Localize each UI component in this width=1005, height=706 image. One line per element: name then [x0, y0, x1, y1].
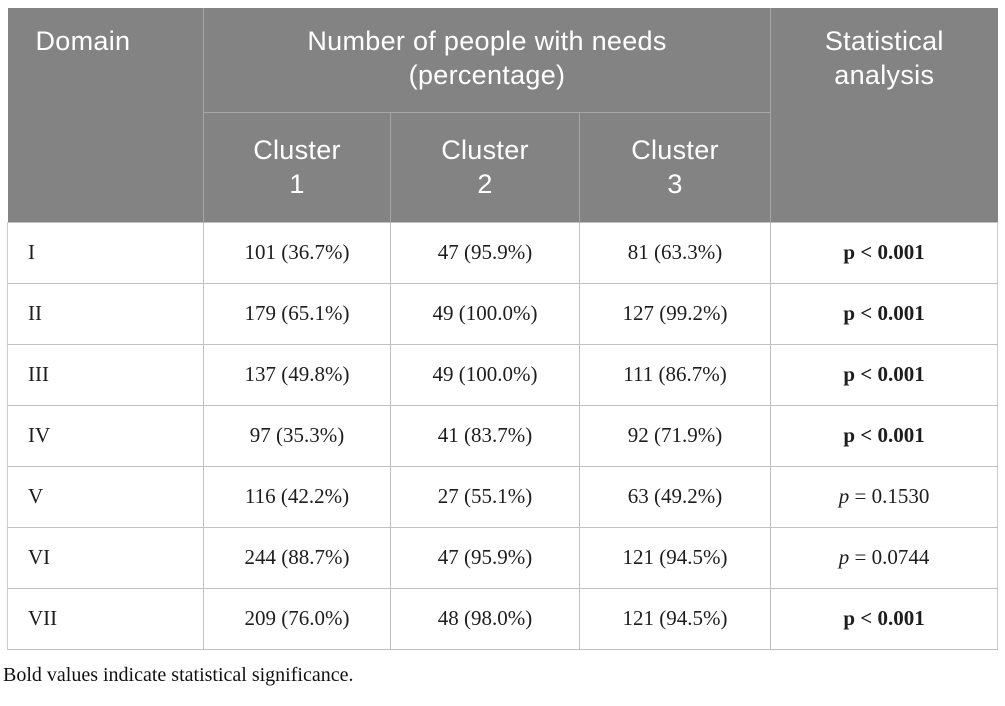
- header-group: Number of people with needs (percentage): [203, 8, 771, 113]
- header-row-top: Domain Number of people with needs (perc…: [7, 8, 998, 222]
- header-cluster-1: Cluster 1: [203, 112, 391, 222]
- header-cluster-3: Cluster 3: [579, 112, 771, 222]
- header-group-label: Number of people with needs (percentage): [307, 26, 667, 90]
- header-row-clusters: Cluster 1 Cluster 2 Cluster 3: [8, 112, 998, 222]
- cell-domain: V: [7, 465, 204, 528]
- cell-cluster3: 92 (71.9%): [578, 404, 772, 467]
- cell-statistical: p < 0.001: [770, 343, 999, 406]
- cell-cluster2: 49 (100.0%): [390, 282, 580, 345]
- cell-cluster3: 81 (63.3%): [578, 221, 772, 284]
- table-row: I 101 (36.7%) 47 (95.9%) 81 (63.3%) p < 0.00…: [7, 221, 999, 284]
- header-cluster-1-label: Cluster 1: [253, 135, 341, 199]
- cell-statistical: p < 0.001: [770, 404, 999, 467]
- cell-statistical: p < 0.001: [770, 282, 999, 345]
- cell-cluster2: 27 (55.1%): [390, 465, 580, 528]
- table-header: Domain Number of people with needs (perc…: [7, 8, 998, 222]
- table-row: VI 244 (88.7%) 47 (95.9%) 121 (94.5%) p = 0.…: [7, 526, 999, 589]
- header-statistical: Statistical analysis: [770, 8, 998, 222]
- header-domain-label: Domain: [35, 26, 131, 56]
- table-body: I 101 (36.7%) 47 (95.9%) 81 (63.3%) p < 0.00…: [7, 221, 999, 650]
- cell-cluster3: 63 (49.2%): [578, 465, 772, 528]
- table-row: III 137 (49.8%) 49 (100.0%) 111 (86.7%) p < …: [7, 343, 999, 406]
- header-cluster-2: Cluster 2: [390, 112, 580, 222]
- cell-cluster1: 137 (49.8%): [203, 343, 391, 406]
- cell-cluster3: 111 (86.7%): [578, 343, 772, 406]
- cell-cluster2: 48 (98.0%): [390, 587, 580, 650]
- cell-domain: I: [7, 221, 204, 284]
- cell-cluster2: 41 (83.7%): [390, 404, 580, 467]
- cell-statistical: p = 0.0744: [770, 526, 999, 589]
- cell-cluster2: 47 (95.9%): [390, 221, 580, 284]
- cell-statistical: p = 0.1530: [770, 465, 999, 528]
- cell-cluster1: 101 (36.7%): [203, 221, 391, 284]
- cell-cluster1: 97 (35.3%): [203, 404, 391, 467]
- footnote: Bold values indicate statistical signifi…: [3, 663, 354, 686]
- needs-table: Domain Number of people with needs (perc…: [7, 8, 999, 650]
- cell-domain: VII: [7, 587, 204, 650]
- table-row: VII 209 (76.0%) 48 (98.0%) 121 (94.5%) p < 0…: [7, 587, 999, 650]
- cell-domain: IV: [7, 404, 204, 467]
- table-row: II 179 (65.1%) 49 (100.0%) 127 (99.2%) p < 0…: [7, 282, 999, 345]
- cell-cluster2: 47 (95.9%): [390, 526, 580, 589]
- cell-cluster1: 179 (65.1%): [203, 282, 391, 345]
- cell-cluster1: 116 (42.2%): [203, 465, 391, 528]
- cell-cluster3: 121 (94.5%): [578, 526, 772, 589]
- cell-domain: VI: [7, 526, 204, 589]
- cell-domain: II: [7, 282, 204, 345]
- cell-cluster1: 209 (76.0%): [203, 587, 391, 650]
- cell-cluster2: 49 (100.0%): [390, 343, 580, 406]
- header-domain: Domain: [7, 8, 204, 222]
- header-cluster-2-label: Cluster 2: [441, 135, 529, 199]
- header-cluster-3-label: Cluster 3: [631, 135, 719, 199]
- table-row: IV 97 (35.3%) 41 (83.7%) 92 (71.9%) p < 0.00…: [7, 404, 999, 467]
- cell-statistical: p < 0.001: [770, 221, 999, 284]
- table-row: V 116 (42.2%) 27 (55.1%) 63 (49.2%) p = 0.15…: [7, 465, 999, 528]
- cell-domain: III: [7, 343, 204, 406]
- cell-cluster3: 121 (94.5%): [578, 587, 772, 650]
- cell-cluster3: 127 (99.2%): [578, 282, 772, 345]
- header-statistical-label: Statistical analysis: [824, 26, 944, 90]
- cell-cluster1: 244 (88.7%): [203, 526, 391, 589]
- cell-statistical: p < 0.001: [770, 587, 999, 650]
